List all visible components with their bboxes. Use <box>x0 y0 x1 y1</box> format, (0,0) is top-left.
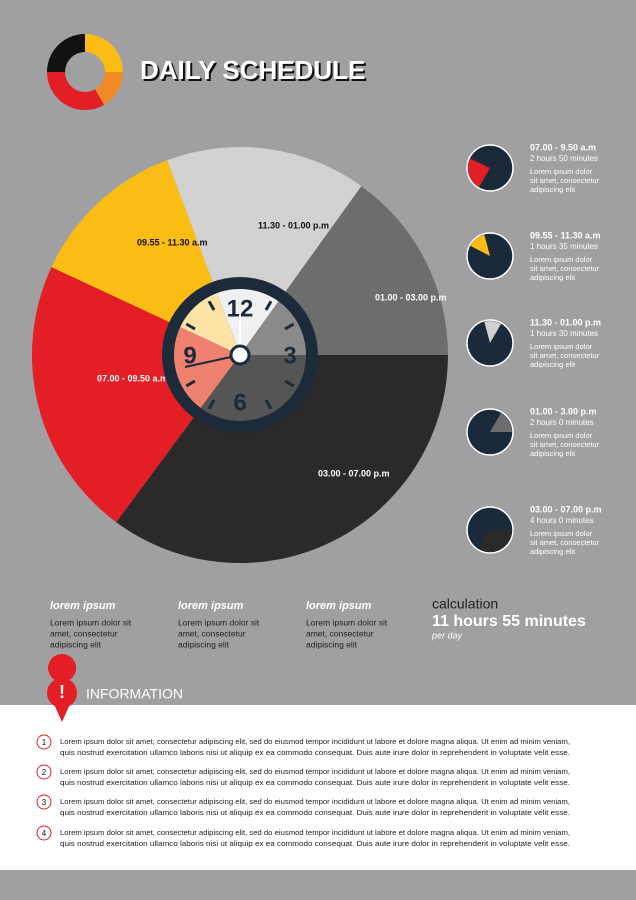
calculation-label: calculation <box>432 596 498 612</box>
schedule-text: adipiscing elit <box>530 273 576 282</box>
schedule-time: 07.00 - 9.50 a.m <box>530 142 596 152</box>
schedule-text: sit amet, consectetur <box>530 176 600 185</box>
clock-face <box>180 293 240 355</box>
logo-hole <box>65 52 105 92</box>
schedule-text: sit amet, consectetur <box>530 351 600 360</box>
clock-tick <box>185 379 196 388</box>
item-text: quis nostrud exercitation ullamco labori… <box>60 748 570 757</box>
note-text: Lorem ipsum dolor sit <box>178 617 260 627</box>
schedule-time: 09.55 - 11.30 a.m <box>530 230 601 240</box>
schedule-text: adipiscing elit <box>530 185 576 194</box>
info-icon: ! <box>59 682 65 702</box>
item-text: Lorem ipsum dolor sit amet, consectetur … <box>60 737 570 746</box>
schedule-time: 01.00 - 3.00 p.m <box>530 406 597 416</box>
information-panel <box>0 705 636 870</box>
small-clock-wedge <box>484 321 501 343</box>
title-shadow: DAILY SCHEDULE <box>142 57 367 87</box>
clock-face <box>216 288 279 355</box>
clock-tick <box>207 300 216 311</box>
clock-tick <box>264 399 273 410</box>
info-heading: INFORMATION <box>86 686 183 702</box>
item-number: 1 <box>42 738 47 747</box>
clock-face <box>200 355 306 422</box>
small-clock-wedge <box>470 234 490 256</box>
schedule-duration: 2 hours 0 minutes <box>530 418 594 427</box>
item-number: 3 <box>42 798 47 807</box>
clock-tick <box>207 399 216 410</box>
clock-tick <box>264 300 273 311</box>
schedule-duration: 2 hours 50 minutes <box>530 154 598 163</box>
schedule-text: adipiscing elit <box>530 449 576 458</box>
note-heading: lorem ipsum <box>50 600 116 612</box>
schedule-text: adipiscing elit <box>530 547 576 556</box>
pie-label: 07.00 - 09.50 a.m <box>97 373 168 383</box>
clock-face <box>174 327 240 409</box>
schedule-duration: 1 hours 30 minutes <box>530 329 598 338</box>
schedule-duration: 1 hours 35 minutes <box>530 242 598 251</box>
info-marker <box>47 678 77 708</box>
pie-label: 01.00 - 03.00 p.m <box>375 292 447 302</box>
clock-number: 9 <box>183 342 196 369</box>
note-text: Lorem ipsum dolor sit <box>306 617 388 627</box>
clock-number: 3 <box>283 342 296 369</box>
item-text: Lorem ipsum dolor sit amet, consectetur … <box>60 828 570 837</box>
schedule-text: sit amet, consectetur <box>530 440 600 449</box>
pie-label: 11.30 - 01.00 p.m <box>258 220 329 230</box>
clock-face <box>240 301 306 355</box>
note-text: adipiscing elit <box>50 639 102 649</box>
clock-number: 6 <box>233 389 246 416</box>
note-text: adipiscing elit <box>306 639 358 649</box>
clock-center <box>229 344 251 366</box>
item-badge <box>36 764 52 780</box>
clock-tick <box>284 379 295 388</box>
item-badge <box>36 734 52 750</box>
clock-tick <box>284 322 295 331</box>
schedule-text: Lorem ipsum dolor <box>530 431 593 440</box>
small-clock-wedge <box>479 530 512 552</box>
schedule-time: 03.00 - 07.00 p.m <box>530 504 602 514</box>
calculation-value: 11 hours 55 minutes <box>432 613 586 630</box>
item-number: 4 <box>42 829 47 838</box>
note-text: amet, consectetur <box>306 628 374 638</box>
item-text: quis nostrud exercitation ullamco labori… <box>60 778 570 787</box>
note-text: Lorem ipsum dolor sit <box>50 617 132 627</box>
note-text: adipiscing elit <box>178 639 230 649</box>
schedule-text: sit amet, consectetur <box>530 538 600 547</box>
item-text: quis nostrud exercitation ullamco labori… <box>60 839 570 848</box>
calculation-unit: per day <box>431 630 463 640</box>
pie-segment <box>116 355 449 564</box>
title: DAILY SCHEDULE <box>140 55 365 85</box>
clock-tick <box>185 322 196 331</box>
schedule-text: Lorem ipsum dolor <box>530 529 593 538</box>
item-badge <box>36 794 52 810</box>
schedule-text: Lorem ipsum dolor <box>530 342 593 351</box>
small-clock-wedge <box>468 158 490 188</box>
pie-label: 09.55 - 11.30 a.m <box>137 237 208 247</box>
pie-label: 03.00 - 07.00 p.m <box>318 468 390 478</box>
schedule-text: Lorem ipsum dolor <box>530 255 593 264</box>
schedule-duration: 4 hours 0 minutes <box>530 516 594 525</box>
item-text: Lorem ipsum dolor sit amet, consectetur … <box>60 767 570 776</box>
item-text: Lorem ipsum dolor sit amet, consectetur … <box>60 797 570 806</box>
small-clock-wedge <box>490 412 512 432</box>
note-text: amet, consectetur <box>178 628 246 638</box>
item-text: quis nostrud exercitation ullamco labori… <box>60 808 570 817</box>
pie-segment <box>167 146 362 355</box>
schedule-text: Lorem ipsum dolor <box>530 167 593 176</box>
note-text: amet, consectetur <box>50 628 118 638</box>
schedule-text: adipiscing elit <box>530 360 576 369</box>
item-badge <box>36 825 52 841</box>
schedule-time: 11.30 - 01.00 p.m <box>530 317 601 327</box>
logo <box>47 34 123 110</box>
note-heading: lorem ipsum <box>306 600 372 612</box>
note-heading: lorem ipsum <box>178 600 244 612</box>
item-number: 2 <box>42 768 47 777</box>
schedule-text: sit amet, consectetur <box>530 264 600 273</box>
schedule-pie: 07.00 - 09.50 a.m 09.55 - 11.30 a.m 11.30 … <box>31 146 449 564</box>
